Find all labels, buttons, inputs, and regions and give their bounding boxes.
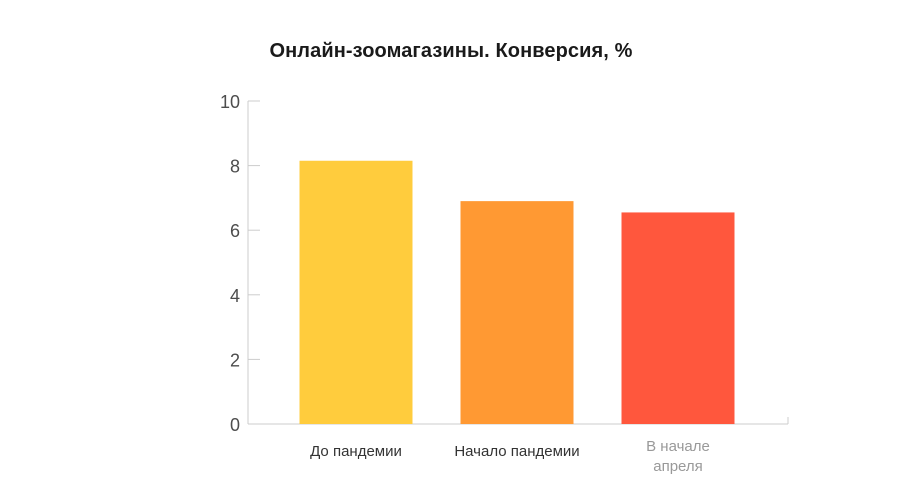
x-tick-label: До пандемии xyxy=(310,443,402,460)
y-tick-label: 4 xyxy=(230,286,240,306)
y-tick-label: 2 xyxy=(230,350,240,370)
y-tick-label: 0 xyxy=(230,415,240,435)
x-tick-label: В начале апреля xyxy=(646,438,710,475)
x-axis-labels: До пандемии Начало пандемии В начале апреля xyxy=(310,438,710,475)
y-axis-ticks: 0 2 4 6 8 10 xyxy=(220,92,260,435)
bar xyxy=(621,212,735,424)
y-tick-label: 10 xyxy=(220,92,240,112)
bar xyxy=(299,160,413,424)
chart-bars xyxy=(299,160,735,424)
y-tick-label: 8 xyxy=(230,157,240,177)
chart-title: Онлайн-зоомагазины. Конверсия, % xyxy=(269,40,633,62)
y-tick-label: 6 xyxy=(230,221,240,241)
x-tick-label: Начало пандемии xyxy=(454,443,579,460)
bar xyxy=(460,201,574,424)
